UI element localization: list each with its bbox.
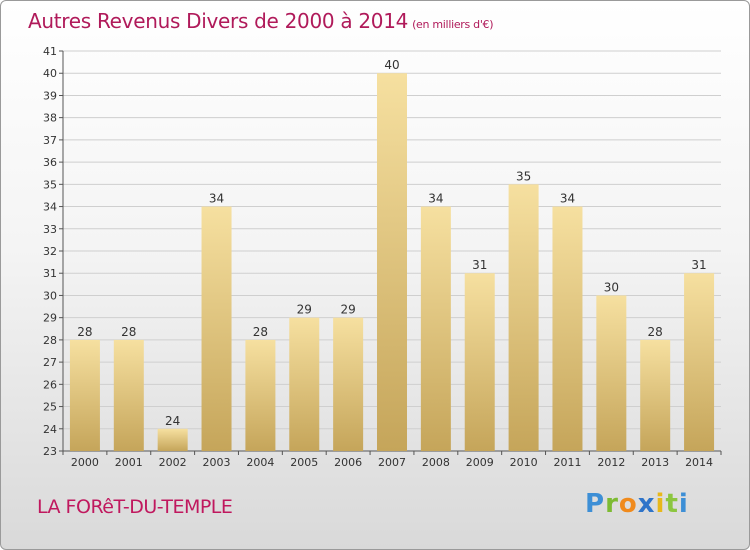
value-label: 29 <box>297 303 312 317</box>
bar-2007 <box>377 73 407 451</box>
value-label: 30 <box>604 280 619 294</box>
bar-2003 <box>201 206 232 451</box>
y-tick-label: 36 <box>43 156 57 169</box>
y-tick-label: 37 <box>43 134 57 147</box>
value-label: 24 <box>165 414 180 428</box>
y-tick-label: 25 <box>43 401 57 414</box>
bar-2013 <box>640 339 671 451</box>
bar-2009 <box>464 273 495 451</box>
bar-2011 <box>552 206 583 451</box>
y-tick-label: 24 <box>43 423 57 436</box>
x-tick-label: 2006 <box>334 456 362 469</box>
y-tick-label: 33 <box>43 223 57 236</box>
x-tick-label: 2000 <box>71 456 99 469</box>
bar-2002 <box>157 428 188 451</box>
x-tick-label: 2010 <box>510 456 538 469</box>
x-tick-label: 2001 <box>115 456 143 469</box>
x-tick-label: 2002 <box>159 456 187 469</box>
bar-2008 <box>420 206 451 451</box>
x-tick-label: 2008 <box>422 456 450 469</box>
y-tick-label: 27 <box>43 356 57 369</box>
y-tick-label: 40 <box>43 67 57 80</box>
y-tick-label: 41 <box>43 45 57 58</box>
y-tick-label: 32 <box>43 245 57 258</box>
bar-2006 <box>333 317 364 451</box>
x-tick-label: 2005 <box>290 456 318 469</box>
value-label: 34 <box>428 192 443 206</box>
bar-2001 <box>113 339 144 451</box>
y-tick-label: 31 <box>43 267 57 280</box>
x-tick-label: 2013 <box>641 456 669 469</box>
place-name: LA FORêT-DU-TEMPLE <box>37 496 233 518</box>
proxiti-logo[interactable]: Proxiti <box>585 489 689 519</box>
x-tick-label: 2011 <box>553 456 581 469</box>
value-label: 34 <box>560 192 575 206</box>
value-label: 40 <box>384 58 399 72</box>
y-tick-label: 39 <box>43 89 57 102</box>
y-tick-label: 30 <box>43 289 57 302</box>
y-tick-label: 38 <box>43 112 57 125</box>
chart-title: Autres Revenus Divers de 2000 à 2014 (en … <box>28 9 494 33</box>
x-tick-label: 2012 <box>597 456 625 469</box>
y-tick-label: 34 <box>43 201 57 214</box>
value-label: 35 <box>516 169 531 183</box>
x-tick-label: 2014 <box>685 456 713 469</box>
value-label: 29 <box>340 303 355 317</box>
bar-2012 <box>596 295 627 451</box>
y-tick-label: 26 <box>43 378 57 391</box>
y-tick-label: 35 <box>43 178 57 191</box>
value-label: 34 <box>209 192 224 206</box>
value-label: 28 <box>77 325 92 339</box>
chart-subtitle: (en milliers d'€) <box>412 18 494 31</box>
x-tick-label: 2007 <box>378 456 406 469</box>
y-tick-label: 28 <box>43 334 57 347</box>
value-label: 28 <box>648 325 663 339</box>
x-tick-label: 2003 <box>203 456 231 469</box>
bar-2010 <box>508 184 539 452</box>
x-tick-label: 2004 <box>246 456 274 469</box>
bar-2004 <box>245 339 276 451</box>
y-tick-label: 23 <box>43 445 57 458</box>
bar-2000 <box>69 339 100 451</box>
x-tick-label: 2009 <box>466 456 494 469</box>
value-label: 28 <box>253 325 268 339</box>
value-label: 31 <box>472 258 487 272</box>
bar-2014 <box>684 273 715 451</box>
title-text: Autres Revenus Divers de 2000 à 2014 <box>28 9 409 33</box>
bar-2005 <box>289 317 320 451</box>
y-tick-label: 29 <box>43 312 57 325</box>
value-label: 31 <box>691 258 706 272</box>
value-label: 28 <box>121 325 136 339</box>
